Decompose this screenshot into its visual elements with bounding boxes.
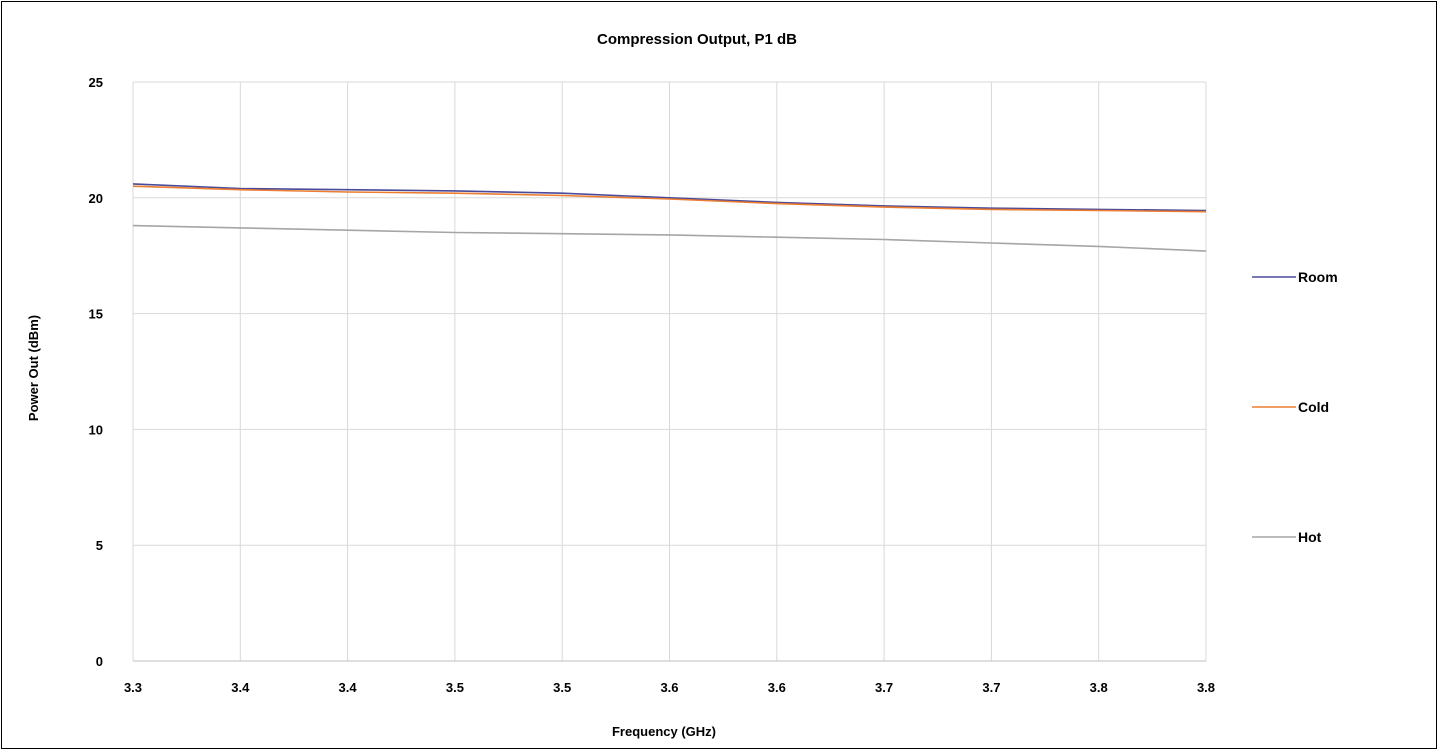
x-axis-ticks: 3.3 3.4 3.4 3.5 3.5 3.6 3.6 3.7 3.7 3.8 3.8 — [124, 680, 1215, 695]
x-tick-label: 3.5 — [446, 680, 464, 695]
x-tick-label: 3.6 — [768, 680, 786, 695]
y-tick-label: 15 — [89, 307, 103, 322]
x-tick-label: 3.8 — [1197, 680, 1215, 695]
y-tick-label: 25 — [89, 75, 103, 90]
x-tick-label: 3.3 — [124, 680, 142, 695]
series-lines — [132, 183, 1207, 252]
x-tick-label: 3.7 — [875, 680, 893, 695]
y-axis-ticks: 0 5 10 15 20 25 — [89, 75, 103, 669]
y-axis-label: Power Out (dBm) — [26, 315, 41, 421]
x-tick-label: 3.7 — [982, 680, 1000, 695]
series-line-hot — [132, 224, 1207, 252]
gridlines — [132, 81, 1207, 662]
x-tick-label: 3.4 — [231, 680, 250, 695]
series-line-cold — [132, 185, 1207, 213]
y-tick-label: 20 — [89, 191, 103, 206]
x-tick-label: 3.6 — [660, 680, 678, 695]
legend-label-cold: Cold — [1298, 399, 1329, 415]
y-tick-label: 10 — [89, 422, 103, 437]
y-tick-label: 5 — [96, 538, 103, 553]
legend-label-room: Room — [1298, 269, 1338, 285]
x-tick-label: 3.5 — [553, 680, 571, 695]
legend-label-hot: Hot — [1298, 529, 1322, 545]
series-line-room — [132, 183, 1207, 212]
x-tick-label: 3.4 — [339, 680, 358, 695]
x-axis-label: Frequency (GHz) — [612, 724, 716, 739]
legend: Room Cold Hot — [1252, 269, 1338, 545]
x-tick-label: 3.8 — [1090, 680, 1108, 695]
chart-title: Compression Output, P1 dB — [597, 31, 797, 48]
y-tick-label: 0 — [96, 654, 103, 669]
